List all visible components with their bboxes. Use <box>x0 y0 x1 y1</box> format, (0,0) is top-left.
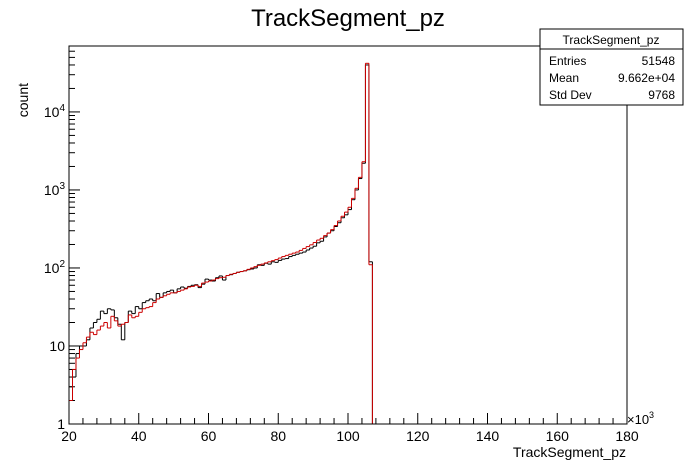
x-tick-label: 20 <box>61 428 77 444</box>
x-tick-label: 140 <box>476 428 500 444</box>
stats-title: TrackSegment_pz <box>563 33 660 47</box>
histogram-series <box>68 62 627 425</box>
stats-box-border <box>539 28 684 106</box>
x-multiplier-base: ×10 <box>627 412 649 427</box>
stats-entries-label: Entries <box>549 54 586 68</box>
y-tick-base: 10 <box>49 338 65 354</box>
y-tick-label: 102 <box>44 259 66 276</box>
x-tick-label: 160 <box>546 428 570 444</box>
y-tick-base: 10 <box>44 260 60 276</box>
x-tick-label: 40 <box>131 428 147 444</box>
x-tick-label: 120 <box>406 428 430 444</box>
x-tick-label: 100 <box>336 428 360 444</box>
stats-box: TrackSegment_pz Entries 51548 Mean 9.662… <box>539 28 684 106</box>
chart-title: TrackSegment_pz <box>251 5 445 32</box>
y-tick-label: 103 <box>44 181 66 198</box>
plot-frame <box>68 45 628 425</box>
stats-stddev-value: 9768 <box>648 88 675 102</box>
y-tick-base: 10 <box>44 104 60 120</box>
x-tick-labels: 20 40 60 80 100 120 140 160 180 <box>61 428 639 444</box>
stats-mean-label: Mean <box>549 71 579 85</box>
histogram-series-0 <box>68 64 627 425</box>
histogram-series-1 <box>68 62 627 425</box>
stats-stddev-label: Std Dev <box>549 88 592 102</box>
x-tick-label: 80 <box>270 428 286 444</box>
x-tick-label: 60 <box>201 428 217 444</box>
y-tick-exponent: 3 <box>59 181 65 192</box>
y-tick-base: 1 <box>57 416 65 432</box>
x-axis-label: TrackSegment_pz <box>513 444 626 460</box>
x-multiplier-exponent: 3 <box>649 410 654 420</box>
y-axis-label: count <box>15 83 31 117</box>
y-tick-label: 104 <box>44 103 66 120</box>
y-tick-label: 10 <box>49 338 65 354</box>
x-tick-label: 180 <box>615 428 639 444</box>
y-tick-base: 10 <box>44 182 60 198</box>
x-axis-multiplier: ×10 3 <box>627 410 654 427</box>
y-tick-exponent: 4 <box>59 103 65 114</box>
stats-entries-value: 51548 <box>642 54 676 68</box>
stats-mean-value: 9.662e+04 <box>618 71 675 85</box>
y-tick-exponent: 2 <box>59 259 65 270</box>
y-tick-label: 1 <box>57 416 65 432</box>
